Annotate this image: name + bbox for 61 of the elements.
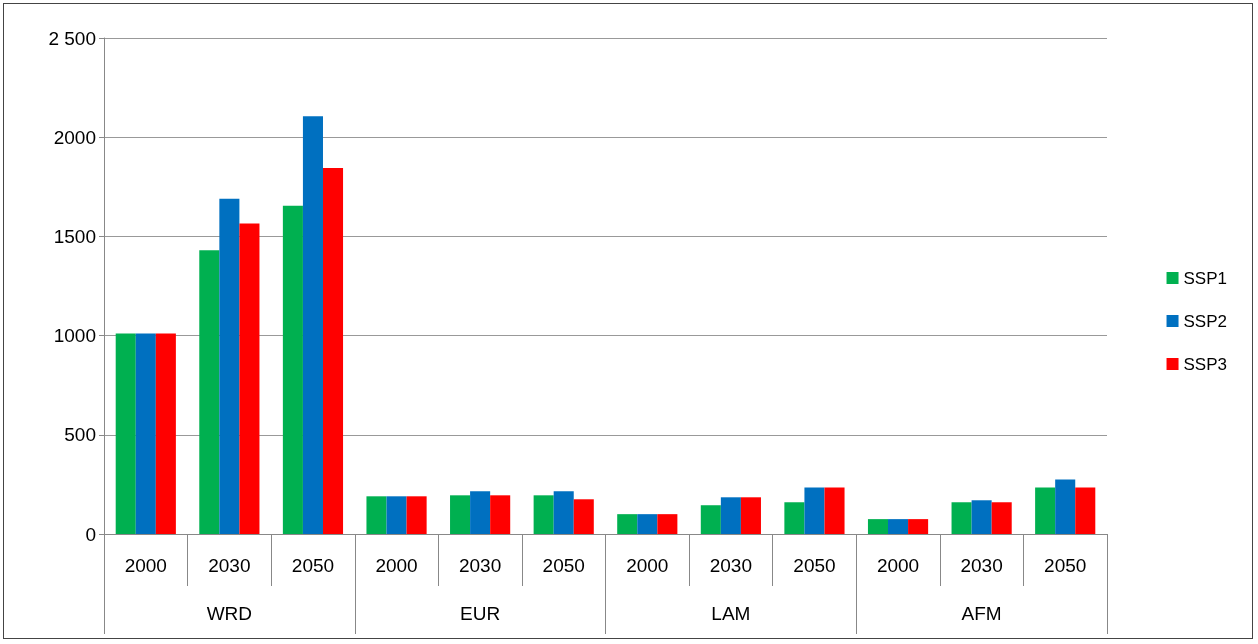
bar — [888, 519, 909, 534]
text: AFM — [961, 603, 1002, 624]
y-tick-label: 2 500 — [48, 27, 96, 49]
x-tick-label: 2000 — [626, 555, 669, 576]
x-tick-label: 2000 — [375, 555, 418, 576]
bar — [824, 487, 845, 534]
bar — [700, 505, 721, 534]
y-tick-label: 2000 — [53, 126, 96, 148]
x-tick-label: 2000 — [124, 555, 167, 576]
legend-label: SSP2 — [1183, 311, 1228, 331]
x-tick-label: 2000 — [876, 555, 920, 576]
bar — [470, 491, 491, 534]
bar — [533, 495, 554, 534]
text: EUR — [460, 603, 501, 624]
bar — [239, 223, 260, 534]
bar — [1035, 487, 1056, 534]
text: WRD — [206, 603, 253, 624]
bar — [804, 487, 825, 534]
bar — [720, 497, 741, 534]
x-tick-label: 2030 — [208, 555, 251, 576]
bar — [219, 198, 240, 534]
bar — [951, 502, 972, 534]
x-tick-label: 2030 — [458, 555, 502, 576]
bar — [991, 502, 1012, 534]
x-tick-label: 2050 — [1044, 555, 1087, 576]
bar — [282, 205, 303, 534]
bar — [908, 519, 929, 534]
bar — [637, 514, 658, 534]
bar — [784, 502, 805, 534]
bar — [155, 333, 176, 534]
y-tick-label: 0 — [85, 523, 96, 545]
x-tick-label: 2050 — [793, 555, 836, 576]
bar — [490, 495, 511, 534]
bar — [971, 500, 992, 534]
x-tick-label: 2050 — [542, 555, 585, 576]
y-tick-label: 1000 — [53, 325, 96, 347]
bar — [450, 495, 471, 534]
bar — [1075, 487, 1096, 534]
bar — [406, 496, 427, 534]
y-tick-label: 500 — [64, 424, 96, 446]
bar — [135, 333, 156, 534]
bar — [199, 250, 220, 534]
bar — [1055, 479, 1076, 534]
bar — [322, 167, 344, 534]
bar — [657, 514, 678, 534]
x-tick-label: 2030 — [960, 555, 1003, 576]
bar — [553, 491, 574, 534]
bar — [302, 116, 323, 534]
bar — [386, 496, 407, 534]
x-tick-label: 2050 — [291, 555, 335, 576]
y-tick-label: 1500 — [53, 225, 96, 247]
bar — [366, 496, 387, 534]
legend-label: SSP3 — [1183, 354, 1228, 374]
text: LAM — [711, 603, 751, 624]
x-tick-label: 2030 — [709, 555, 753, 576]
bar — [740, 497, 761, 534]
legend-label: SSP1 — [1183, 268, 1228, 288]
bar — [573, 499, 594, 534]
bar — [617, 514, 638, 534]
bar — [867, 519, 889, 534]
bar — [115, 333, 136, 534]
